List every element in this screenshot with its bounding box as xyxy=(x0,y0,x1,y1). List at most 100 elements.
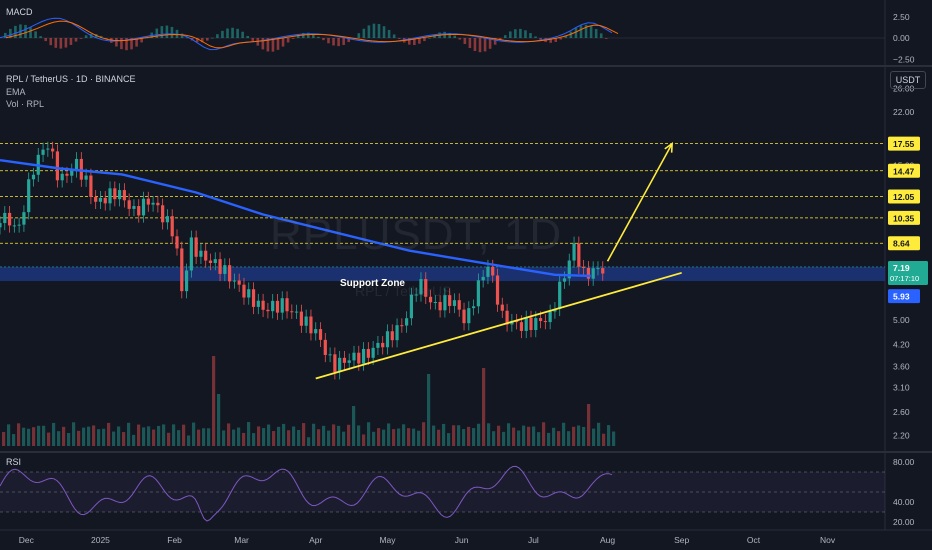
volume-bar xyxy=(182,424,186,446)
price-candle xyxy=(534,318,538,331)
volume-bar xyxy=(557,431,561,446)
volume-bar xyxy=(287,430,291,446)
price-candle xyxy=(151,202,155,205)
volume-bar xyxy=(322,425,326,446)
price-candle xyxy=(22,212,26,225)
macd-histogram-bar xyxy=(584,24,588,38)
price-candle xyxy=(371,347,375,358)
rsi-pane-title: RSI xyxy=(6,457,22,467)
macd-histogram-bar xyxy=(387,29,391,38)
volume-bar xyxy=(27,428,31,446)
volume-bar xyxy=(592,428,596,446)
volume-bar xyxy=(197,429,201,446)
price-candle xyxy=(342,357,347,363)
volume-bar xyxy=(62,426,66,446)
volume-bar xyxy=(82,427,86,446)
rsi-tick-label: 80.00 xyxy=(893,457,915,467)
macd-histogram-bar xyxy=(59,38,63,49)
macd-histogram-bar xyxy=(453,35,457,38)
macd-histogram-bar xyxy=(125,38,128,51)
symbol-title[interactable]: RPL / TetherUS · 1D · BINANCE xyxy=(6,74,136,84)
volume-bar xyxy=(602,433,606,446)
macd-histogram-bar xyxy=(493,38,497,45)
macd-histogram-bar xyxy=(307,32,310,38)
price-candle xyxy=(237,280,241,285)
volume-bar xyxy=(507,423,511,446)
volume-bar xyxy=(367,422,371,446)
price-candle xyxy=(141,198,146,216)
price-candle xyxy=(94,196,98,202)
support-zone-label: Support Zone xyxy=(340,278,405,289)
currency-button[interactable]: USDT xyxy=(890,71,926,89)
price-candle xyxy=(280,298,284,313)
macd-histogram-bar xyxy=(236,28,239,38)
macd-histogram-bar xyxy=(332,38,335,46)
time-axis-label: May xyxy=(379,535,396,545)
volume-legend-label[interactable]: Vol · RPL xyxy=(6,99,45,109)
volume-bar xyxy=(567,431,571,446)
price-candle xyxy=(376,342,380,348)
ema-legend-label[interactable]: EMA xyxy=(6,87,26,97)
macd-histogram-bar xyxy=(498,38,502,40)
support-zone-band xyxy=(0,266,885,282)
ascending-trendline xyxy=(315,271,682,380)
price-candle xyxy=(46,148,50,150)
macd-histogram-bar xyxy=(317,36,320,38)
price-tick-label: 5.00 xyxy=(893,315,910,325)
price-candle xyxy=(395,325,399,341)
macd-histogram-bar xyxy=(519,28,522,38)
volume-bar xyxy=(137,424,141,446)
price-candle xyxy=(180,248,184,292)
price-tick-label: 3.10 xyxy=(893,382,910,392)
volume-bar xyxy=(77,430,81,446)
volume-bar xyxy=(42,425,46,446)
price-candle xyxy=(213,259,217,264)
volume-bar xyxy=(462,429,466,446)
volume-bar xyxy=(107,422,111,446)
volume-bar xyxy=(92,425,96,446)
price-candle xyxy=(457,300,461,310)
price-candle xyxy=(117,190,122,200)
price-candle xyxy=(405,318,409,326)
volume-bar xyxy=(552,427,556,446)
price-candle xyxy=(438,301,442,311)
price-candle xyxy=(481,276,485,281)
volume-bar xyxy=(532,426,536,446)
macd-histogram-bar xyxy=(266,38,270,52)
time-axis-label: Jul xyxy=(528,535,539,545)
price-tick-label: 22.00 xyxy=(893,107,915,117)
price-candle xyxy=(572,243,576,261)
rsi-band xyxy=(0,472,885,512)
price-candle xyxy=(562,278,567,282)
volume-bar xyxy=(317,429,321,446)
macd-histogram-bar xyxy=(397,38,401,39)
macd-histogram-bar xyxy=(291,38,295,39)
price-candle xyxy=(352,352,356,361)
time-axis-label: Dec xyxy=(19,535,35,545)
price-tick-label: 4.20 xyxy=(893,340,910,350)
macd-histogram-bar xyxy=(327,38,330,44)
volume-bar xyxy=(2,432,6,446)
price-candle xyxy=(228,265,232,282)
macd-histogram-bar xyxy=(271,38,275,52)
resistance-level-label: 10.35 xyxy=(893,213,915,223)
price-candle xyxy=(12,225,16,227)
volume-bar xyxy=(332,424,336,446)
macd-histogram-bar xyxy=(503,35,507,38)
price-candle xyxy=(323,339,327,355)
price-tick-label: 2.20 xyxy=(893,430,910,440)
price-candle xyxy=(175,236,179,249)
macd-histogram-bar xyxy=(529,33,532,38)
price-tick-label: 3.60 xyxy=(893,361,910,371)
volume-bar xyxy=(57,431,61,446)
time-axis-label: 2025 xyxy=(91,535,110,545)
volume-bar xyxy=(167,432,171,446)
price-candle xyxy=(89,175,93,197)
volume-bar xyxy=(587,404,591,446)
price-candle xyxy=(208,260,213,264)
macd-pane-title: MACD xyxy=(6,7,33,17)
price-candle xyxy=(299,311,303,326)
ema-line xyxy=(0,159,591,278)
macd-histogram-bar xyxy=(549,38,552,43)
